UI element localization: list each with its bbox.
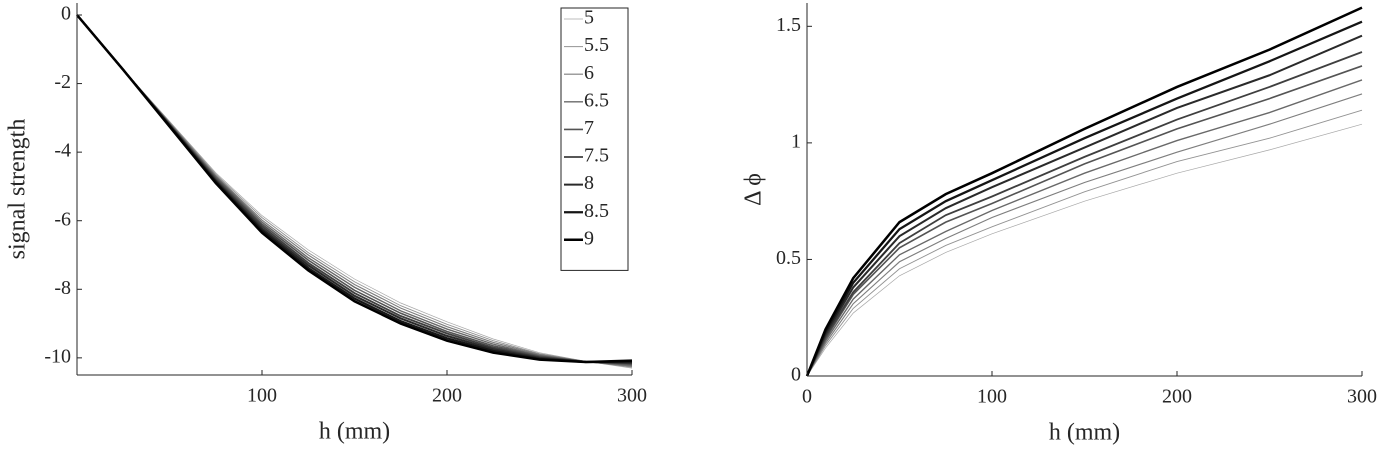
line xyxy=(76,14,633,364)
line xyxy=(806,79,1363,377)
y-axis-label: Δ ϕ xyxy=(741,173,767,206)
x-axis-label: h (mm) xyxy=(1049,420,1120,446)
line xyxy=(76,14,633,367)
legend-box xyxy=(560,7,629,271)
line xyxy=(76,14,633,365)
x-tick-label: 200 xyxy=(432,385,462,407)
legend-label: 8 xyxy=(584,172,594,194)
y-tick-label: -8 xyxy=(54,277,71,299)
line xyxy=(806,123,1363,377)
line xyxy=(806,65,1363,377)
y-tick-label: 0.5 xyxy=(776,247,801,269)
y-tick-label: 0 xyxy=(791,364,801,386)
y-axis-label: signal strength xyxy=(5,119,31,260)
x-tick-label: 300 xyxy=(1347,386,1377,408)
legend-label: 6.5 xyxy=(584,89,609,111)
line xyxy=(805,20,1363,377)
legend-label: 5 xyxy=(584,7,594,29)
line xyxy=(76,14,633,364)
legend-label: 9 xyxy=(584,227,594,249)
legend-label: 6 xyxy=(584,62,594,84)
line xyxy=(76,14,633,368)
line xyxy=(805,6,1363,377)
y-tick-label: -4 xyxy=(54,140,71,162)
legend-label: 7.5 xyxy=(584,145,609,167)
line xyxy=(806,51,1363,377)
y-tick-label: -10 xyxy=(44,345,71,367)
line xyxy=(76,14,633,369)
x-tick-label: 200 xyxy=(1162,386,1192,408)
y-tick-label: -2 xyxy=(54,71,71,93)
line xyxy=(76,14,633,366)
x-tick-label: 100 xyxy=(977,386,1007,408)
y-tick-label: 1 xyxy=(791,130,801,152)
y-tick-label: 0 xyxy=(61,3,71,25)
x-tick-label: 100 xyxy=(247,385,277,407)
legend-label: 8.5 xyxy=(584,200,609,222)
line xyxy=(76,14,633,364)
x-tick-label: 0 xyxy=(802,386,812,408)
x-tick-label: 300 xyxy=(617,385,647,407)
legend-label: 5.5 xyxy=(584,34,609,56)
y-tick-label: -6 xyxy=(54,208,71,230)
x-axis-label: h (mm) xyxy=(319,419,390,445)
line xyxy=(806,109,1363,377)
y-tick-label: 1.5 xyxy=(776,14,801,36)
line xyxy=(806,93,1363,377)
line xyxy=(76,14,633,368)
legend-label: 7 xyxy=(584,117,594,139)
line xyxy=(806,34,1363,377)
